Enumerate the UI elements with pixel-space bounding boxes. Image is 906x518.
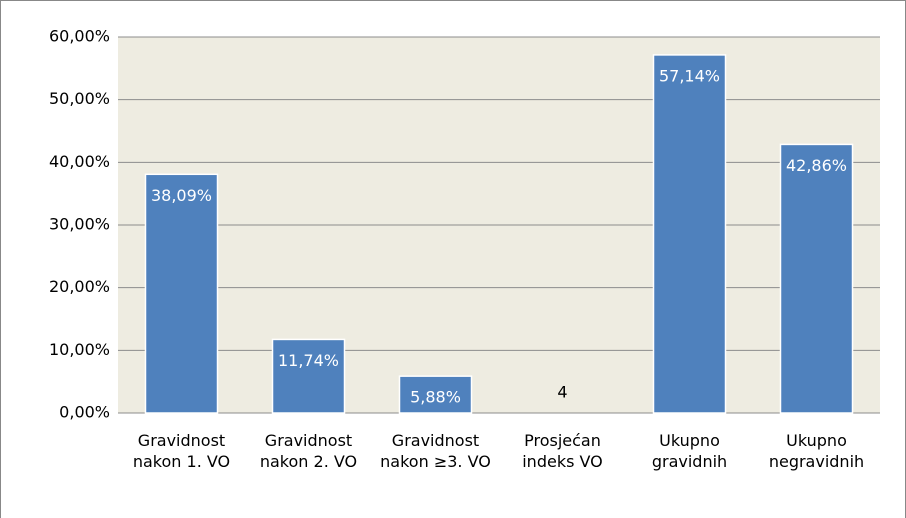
data-label: 42,86%	[786, 156, 847, 175]
y-tick-label: 10,00%	[49, 340, 110, 359]
bar	[779, 143, 854, 414]
data-label: 11,74%	[278, 351, 339, 370]
data-label: 4	[557, 383, 567, 402]
data-label: 5,88%	[410, 388, 461, 407]
bar	[144, 173, 219, 414]
y-tick-label: 40,00%	[49, 152, 110, 171]
data-label: 38,09%	[151, 186, 212, 205]
x-tick-label: Ukupno negravidnih	[768, 431, 865, 471]
y-tick-label: 20,00%	[49, 277, 110, 296]
y-tick-label: 60,00%	[49, 27, 110, 46]
y-tick-label: 0,00%	[59, 403, 110, 422]
x-tick-label: Gravidnost nakon ≥3. VO	[380, 431, 491, 471]
x-tick-label: Gravidnost nakon 2. VO	[259, 431, 358, 471]
x-tick-label: Prosjećan indeks VO	[522, 431, 603, 471]
bar	[652, 54, 727, 414]
x-tick-label: Gravidnost nakon 1. VO	[132, 431, 231, 471]
bar	[398, 375, 473, 414]
bar	[271, 338, 346, 414]
y-tick-label: 30,00%	[49, 215, 110, 234]
y-tick-label: 50,00%	[49, 89, 110, 108]
data-label: 57,14%	[659, 66, 720, 85]
x-tick-label: Ukupno gravidnih	[651, 431, 728, 471]
